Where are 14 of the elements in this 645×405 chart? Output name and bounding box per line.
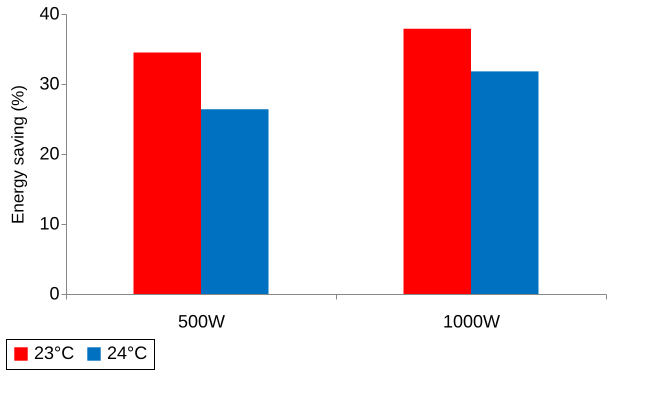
y-tick-label: 20 [39, 144, 60, 164]
x-tick-label: 500W [178, 312, 226, 332]
bar [134, 52, 201, 294]
bar [471, 71, 538, 294]
bar [404, 28, 471, 294]
x-tick-label: 1000W [442, 312, 500, 332]
y-tick-label: 10 [39, 214, 60, 234]
y-tick-label: 0 [49, 284, 60, 304]
bar [201, 109, 268, 294]
legend-label: 24°C [107, 343, 148, 363]
y-tick-label: 40 [39, 4, 60, 24]
y-axis-title: Energy saving (%) [8, 85, 28, 224]
y-tick-label: 30 [39, 74, 60, 94]
legend-label: 23°C [34, 343, 74, 363]
